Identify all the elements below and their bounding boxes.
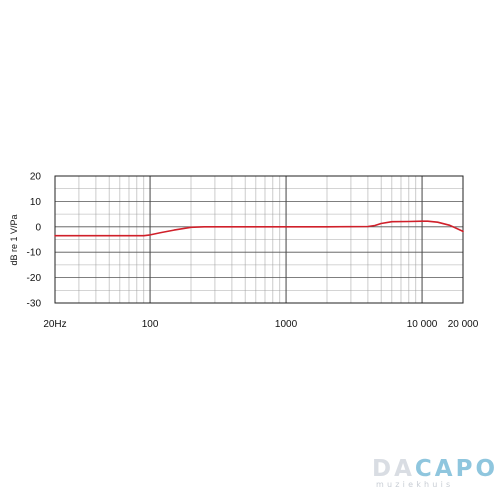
x-tick-label: 100 bbox=[142, 319, 159, 330]
y-axis-label: dB re 1 V/Pa bbox=[9, 214, 19, 265]
dacapo-logo: DACAPO muziekhuis bbox=[372, 456, 495, 490]
x-tick-labels: 20Hz 100 1000 10 000 20 000 bbox=[43, 319, 478, 330]
y-tick-label: -30 bbox=[27, 299, 42, 310]
minor-grid bbox=[54, 176, 464, 303]
x-tick-label: 1000 bbox=[275, 319, 298, 330]
x-tick-label: 20 000 bbox=[448, 319, 479, 330]
y-tick-labels: 20 10 0 -10 -20 -30 bbox=[27, 172, 42, 310]
plot-frame bbox=[54, 175, 464, 304]
series-layer bbox=[54, 220, 464, 237]
logo-name-part2: CAPO bbox=[414, 456, 498, 482]
y-tick-label: -10 bbox=[27, 248, 42, 259]
y-tick-label: -20 bbox=[27, 273, 42, 284]
logo-wordmark: DACAPO bbox=[372, 456, 498, 482]
y-tick-label: 10 bbox=[30, 197, 42, 208]
logo-name-part1: DA bbox=[372, 456, 415, 482]
logo-tagline: muziekhuis bbox=[376, 480, 454, 489]
x-tick-label: 20Hz bbox=[43, 319, 66, 330]
y-tick-label: 20 bbox=[30, 172, 42, 183]
y-tick-label: 0 bbox=[35, 222, 41, 233]
series-line bbox=[54, 220, 464, 237]
x-tick-label: 10 000 bbox=[407, 319, 438, 330]
